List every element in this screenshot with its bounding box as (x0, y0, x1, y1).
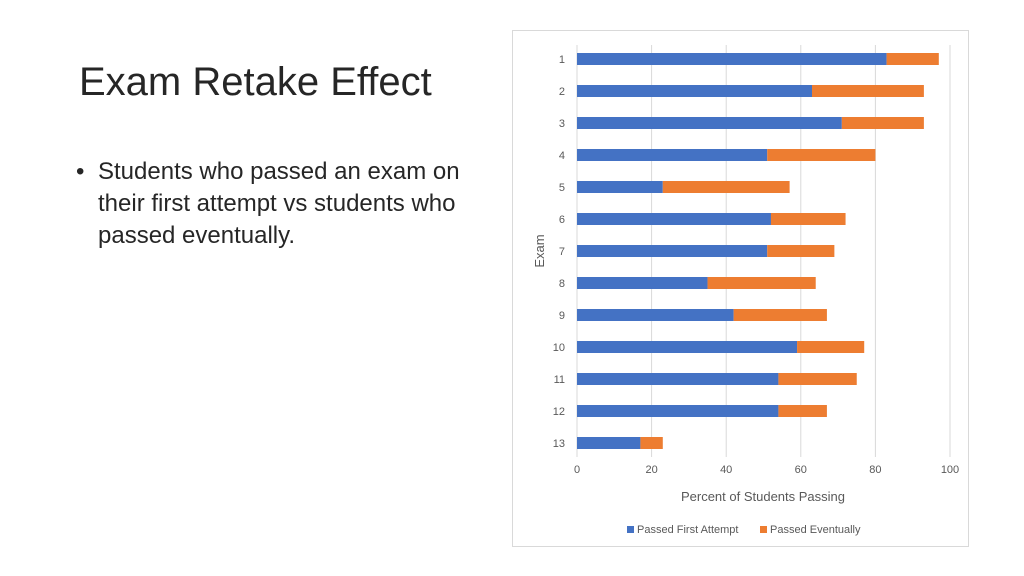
bar-passed-first-attempt (577, 85, 812, 97)
x-axis-title: Percent of Students Passing (681, 489, 845, 504)
bar-passed-eventually (778, 405, 827, 417)
bullet-dot-icon: • (76, 158, 85, 185)
bar-passed-first-attempt (577, 437, 641, 449)
bar-passed-first-attempt (577, 309, 734, 321)
bar-passed-first-attempt (577, 53, 887, 65)
legend-swatch (760, 526, 767, 533)
bar-passed-eventually (767, 245, 835, 257)
bar-passed-eventually (886, 53, 939, 65)
legend-label: Passed First Attempt (637, 524, 738, 536)
y-tick-label: 5 (559, 182, 565, 194)
bar-passed-first-attempt (577, 213, 771, 225)
y-tick-label: 3 (559, 118, 565, 130)
y-tick-label: 11 (554, 374, 565, 386)
bar-passed-first-attempt (577, 149, 768, 161)
bar-passed-first-attempt (577, 341, 798, 353)
bullet-item: • Students who passed an exam on their f… (76, 156, 481, 252)
legend-swatch (627, 526, 634, 533)
legend: Passed First Attempt Passed Eventually (627, 524, 861, 536)
bar-passed-eventually (662, 181, 790, 193)
bar-passed-eventually (841, 117, 924, 129)
x-tick-label: 20 (645, 464, 657, 476)
bar-passed-first-attempt (577, 277, 708, 289)
bar-passed-first-attempt (577, 181, 663, 193)
x-tick-labels: 0 20 40 60 80 100 (574, 464, 959, 476)
bar-passed-eventually (770, 213, 846, 225)
x-tick-label: 40 (720, 464, 732, 476)
y-tick-label: 2 (559, 86, 565, 98)
y-tick-label: 7 (559, 246, 565, 258)
y-tick-label: 13 (553, 438, 565, 450)
y-tick-label: 4 (559, 150, 565, 162)
legend-label: Passed Eventually (770, 524, 861, 536)
bar-passed-eventually (733, 309, 827, 321)
bar-passed-eventually (767, 149, 876, 161)
bar-passed-eventually (811, 85, 924, 97)
slide-title: Exam Retake Effect (79, 60, 432, 104)
bar-passed-eventually (778, 373, 857, 385)
bar-passed-eventually (797, 341, 865, 353)
chart-frame: 1 2 3 4 5 6 7 8 9 10 11 12 13 0 20 40 60 80 100 Percent o… (512, 30, 969, 547)
bar-passed-eventually (640, 437, 663, 449)
y-tick-label: 8 (559, 278, 565, 290)
bar-passed-first-attempt (577, 117, 842, 129)
bar-passed-first-attempt (577, 245, 768, 257)
y-axis-title: Exam (532, 234, 547, 267)
y-tick-label: 10 (553, 342, 565, 354)
bullet-text: Students who passed an exam on their fir… (98, 158, 460, 249)
bar-passed-first-attempt (577, 373, 779, 385)
bar-passed-eventually (707, 277, 816, 289)
x-tick-label: 60 (795, 464, 807, 476)
x-tick-label: 0 (574, 464, 580, 476)
y-tick-label: 1 (559, 54, 565, 66)
x-tick-label: 100 (941, 464, 959, 476)
y-tick-label: 9 (559, 310, 565, 322)
bullet-list: • Students who passed an exam on their f… (76, 156, 481, 252)
x-tick-label: 80 (869, 464, 881, 476)
bars (577, 53, 939, 449)
y-tick-label: 6 (559, 214, 565, 226)
bar-passed-first-attempt (577, 405, 779, 417)
y-tick-label: 12 (553, 406, 565, 418)
